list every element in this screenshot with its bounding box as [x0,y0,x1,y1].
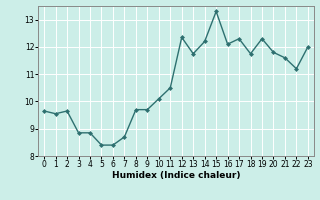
X-axis label: Humidex (Indice chaleur): Humidex (Indice chaleur) [112,171,240,180]
